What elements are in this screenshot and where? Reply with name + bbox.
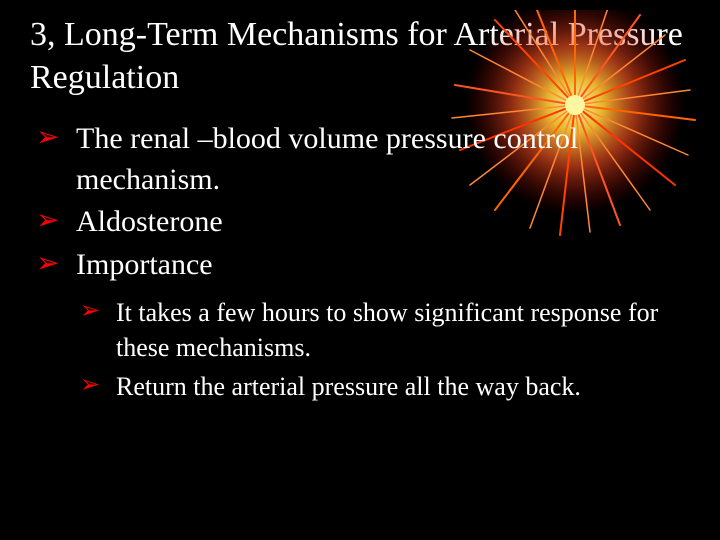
bullet-item: Importance (30, 245, 690, 286)
bullet-item: Aldosterone (30, 202, 690, 243)
slide-body: The renal –blood volume pressure control… (0, 99, 720, 404)
sub-bullet-list: It takes a few hours to show significant… (30, 295, 690, 404)
slide-title: 3, Long-Term Mechanisms for Arterial Pre… (0, 0, 720, 99)
main-bullet-list: The renal –blood volume pressure control… (30, 119, 690, 285)
sub-bullet-item: Return the arterial pressure all the way… (76, 369, 690, 404)
sub-bullet-item: It takes a few hours to show significant… (76, 295, 690, 365)
bullet-item: The renal –blood volume pressure control… (30, 119, 690, 200)
